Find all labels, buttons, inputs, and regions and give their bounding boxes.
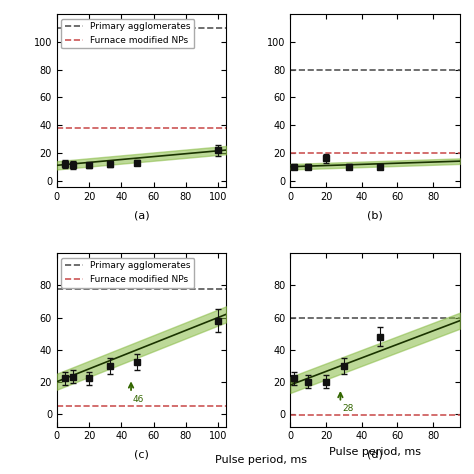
Legend: Primary agglomerates, Furnace modified NPs: Primary agglomerates, Furnace modified N… — [62, 19, 194, 48]
Text: 46: 46 — [133, 394, 144, 403]
Text: (b): (b) — [367, 210, 383, 220]
Text: (d): (d) — [367, 449, 383, 459]
Text: Pulse period, ms: Pulse period, ms — [215, 455, 307, 465]
Legend: Primary agglomerates, Furnace modified NPs: Primary agglomerates, Furnace modified N… — [62, 258, 194, 288]
X-axis label: Pulse period, ms: Pulse period, ms — [329, 447, 421, 457]
Text: 28: 28 — [342, 404, 354, 413]
Text: (a): (a) — [134, 210, 149, 220]
Text: (c): (c) — [134, 449, 149, 459]
